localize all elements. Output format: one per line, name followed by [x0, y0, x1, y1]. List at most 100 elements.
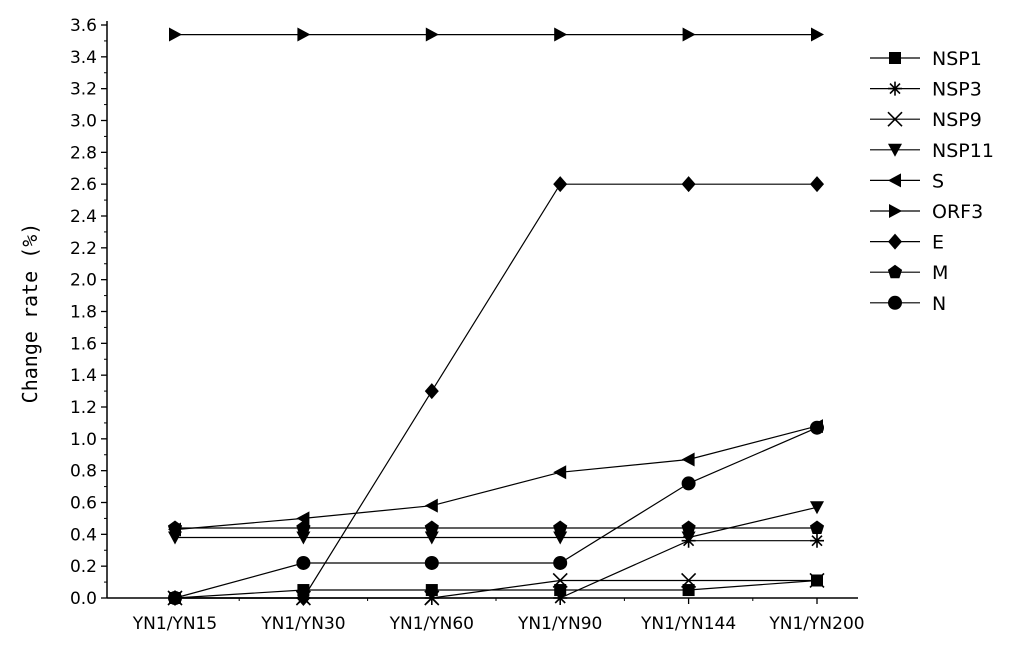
point-m	[681, 520, 696, 534]
y-axis-title: Change rate (%)	[18, 223, 42, 404]
legend-item-nsp3: NSP3	[870, 79, 982, 101]
y-tick-label: 1.6	[70, 334, 97, 354]
y-tick-label: 2.4	[70, 207, 97, 227]
series-s	[168, 419, 823, 537]
point-e	[424, 383, 439, 400]
series-line-n	[174, 427, 818, 599]
y-tick-label: 0.8	[70, 462, 97, 482]
point-orf3	[425, 27, 439, 42]
point-orf3	[811, 27, 824, 42]
point-s	[296, 511, 310, 526]
legend-label-m: M	[932, 262, 948, 284]
legend-label-orf3: ORF3	[932, 201, 983, 223]
legend: NSP1 NSP3 NSP9 NSP11 S ORF3 EMN	[870, 48, 994, 315]
point-nsp9	[552, 572, 568, 589]
series-line-nsp9	[175, 579, 817, 599]
point-n	[681, 476, 696, 491]
legend-marker-nsp9	[887, 111, 903, 127]
point-e	[810, 176, 824, 193]
x-tick-label: YN1/YN90	[517, 614, 602, 634]
point-nsp1	[425, 584, 438, 597]
point-orf3	[169, 27, 182, 42]
series-nsp3	[168, 533, 824, 605]
legend-marker-orf3	[889, 204, 902, 218]
point-s	[681, 452, 695, 467]
series-n	[168, 420, 824, 605]
series-line-nsp11	[175, 506, 818, 539]
series-nsp11	[168, 501, 824, 545]
legend-marker-nsp3	[888, 81, 902, 96]
x-tick-label: YN1/YN60	[389, 614, 474, 634]
legend-item-nsp9: NSP9	[870, 109, 982, 131]
legend-item-orf3: ORF3	[870, 201, 983, 223]
legend-item-m: M	[870, 262, 948, 284]
y-tick-label: 2.6	[70, 175, 97, 195]
x-tick-label: YN1/YN200	[768, 614, 864, 634]
point-nsp11	[424, 531, 439, 545]
y-tick-label: 0.2	[70, 557, 97, 577]
point-nsp11	[681, 531, 696, 545]
point-m	[553, 520, 568, 534]
y-tick-label: 0.4	[70, 525, 97, 545]
x-tick-label: YN1/YN144	[640, 614, 736, 634]
point-n	[424, 555, 439, 570]
point-n	[296, 555, 311, 570]
y-tick-label: 1.2	[70, 398, 97, 418]
point-nsp1	[682, 584, 695, 597]
point-n	[168, 591, 182, 605]
point-m	[424, 520, 439, 534]
legend-label-n: N	[932, 293, 946, 315]
series-layer	[167, 27, 825, 606]
point-nsp11	[553, 531, 568, 545]
axes: 0.0 0.2 0.4 0.6 0.8 1.0 1.2 1.4 1.6 1.8 2.0 2.2 2.4 2…	[70, 16, 865, 634]
y-tick-label: 1.4	[70, 366, 97, 386]
point-s	[424, 498, 438, 513]
y-tick-label: 3.4	[70, 48, 97, 68]
legend-marker-m	[887, 264, 903, 279]
point-e	[681, 176, 696, 193]
point-m	[296, 520, 311, 534]
legend-label-s: S	[932, 170, 944, 192]
y-tick-label: 0.0	[70, 589, 97, 609]
legend-marker-s	[888, 173, 901, 188]
point-orf3	[297, 27, 311, 42]
point-n	[810, 420, 824, 435]
y-tick-label: 1.8	[70, 303, 97, 323]
point-nsp3	[553, 591, 568, 605]
legend-marker-e	[888, 233, 902, 250]
legend-marker-n	[888, 295, 902, 310]
point-e	[296, 590, 311, 606]
legend-item-e: E	[870, 232, 944, 254]
legend-label-e: E	[932, 232, 944, 254]
y-tick-label: 1.0	[70, 430, 97, 450]
legend-label-nsp11: NSP11	[932, 140, 994, 162]
series-line-e	[175, 183, 817, 599]
y-tick-label: 2.8	[70, 143, 97, 163]
point-m	[809, 520, 825, 534]
legend-marker-nsp11	[888, 143, 902, 157]
legend-item-s: S	[870, 170, 944, 192]
x-tick-label: YN1/YN30	[260, 614, 345, 634]
point-orf3	[554, 27, 568, 42]
point-nsp11	[810, 501, 824, 515]
legend-marker-nsp1	[889, 52, 901, 64]
y-tick-label: 2.0	[70, 271, 97, 291]
series-line-nsp1	[174, 579, 818, 599]
legend-item-nsp11: NSP11	[870, 140, 994, 162]
series-line-s	[174, 425, 818, 531]
legend-label-nsp1: NSP1	[932, 48, 982, 70]
legend-item-nsp1: NSP1	[870, 48, 982, 70]
point-s	[553, 465, 567, 480]
series-orf3	[169, 27, 824, 42]
x-tick-label: YN1/YN15	[132, 614, 217, 634]
point-nsp11	[296, 531, 311, 545]
point-nsp9	[681, 572, 697, 589]
series-e	[168, 176, 824, 606]
point-m	[167, 520, 183, 534]
legend-label-nsp9: NSP9	[932, 109, 982, 131]
point-nsp9	[809, 572, 825, 589]
y-tick-label: 3.0	[70, 112, 97, 132]
legend-label-nsp3: NSP3	[932, 79, 982, 101]
point-nsp9	[424, 590, 440, 606]
